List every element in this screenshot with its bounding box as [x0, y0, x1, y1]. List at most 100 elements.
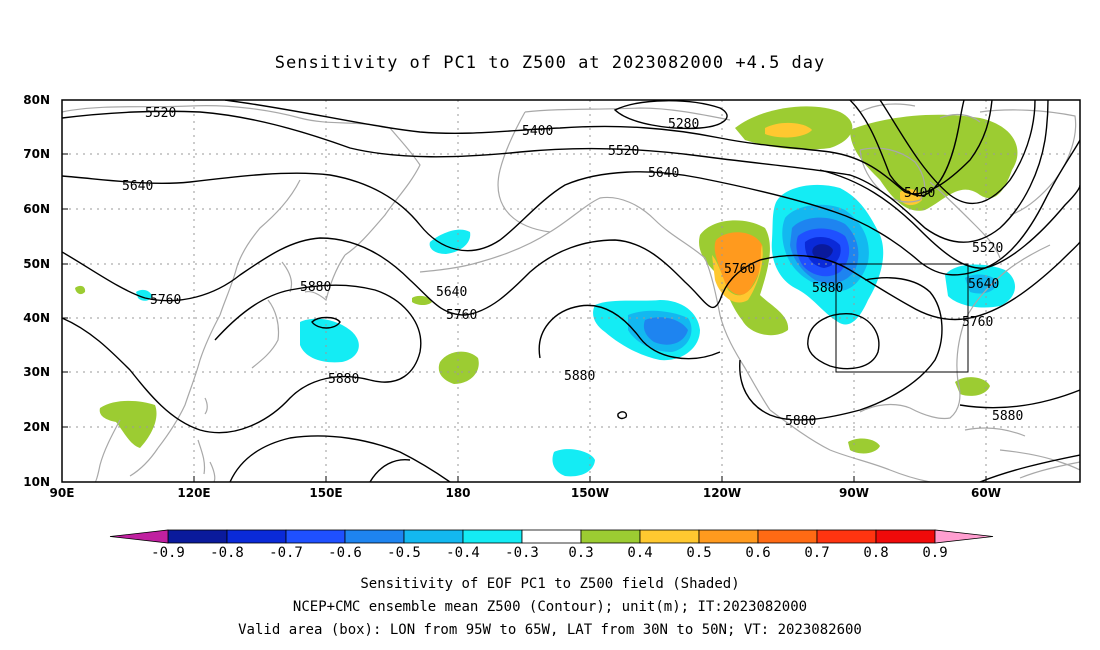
contour-label: 5400: [522, 124, 553, 139]
lon-label: 180: [445, 486, 470, 500]
lat-label: 40N: [23, 311, 50, 325]
contour-5880-pacific-south: [369, 458, 411, 482]
colorbar-segment: [639, 529, 700, 544]
colorbar-label: 0.9: [922, 545, 947, 561]
colorbar-label: -0.9: [151, 545, 185, 561]
colorbar-under-triangle: [109, 529, 169, 544]
colorbar-segment: [698, 529, 759, 544]
contour-label: 5880: [992, 409, 1023, 424]
map-area: [62, 100, 1080, 482]
contour-5880-far-east: [959, 389, 1080, 409]
contour-label: 5640: [648, 166, 679, 181]
contour-5880-west: [62, 284, 422, 434]
contour-label: 5280: [668, 117, 699, 132]
coast-south-america: [1019, 461, 1080, 479]
coast-okhotsk: [219, 179, 301, 316]
map-frame: [61, 99, 1081, 483]
z500-contours: [62, 100, 1080, 482]
coast-se-asia: [94, 419, 159, 482]
lon-label: 60W: [971, 486, 1001, 500]
contour-5400-north: [224, 100, 993, 195]
shade-negative-nw-pacific: [300, 318, 359, 363]
shade-positive-s-china: [99, 400, 157, 448]
contour-small-loop: [617, 411, 628, 420]
colorbar-label: -0.7: [269, 545, 303, 561]
coast-gulf: [859, 381, 961, 420]
colorbar-segment: [285, 529, 346, 544]
coast-greenland: [979, 109, 1077, 216]
lon-label: 150W: [571, 486, 609, 500]
colorbar-labels: -0.9 -0.8 -0.7 -0.6 -0.5 -0.4 -0.3 0.3 0…: [151, 545, 948, 561]
colorbar-segment: [757, 529, 818, 544]
shade-negative-ne-pacific-core: [643, 317, 688, 345]
caption-line-1: Sensitivity of EOF PC1 to Z500 field (Sh…: [360, 576, 739, 592]
contour-label: 5880: [300, 280, 331, 295]
shade-positive-alaska-core: [765, 122, 812, 138]
longitude-labels: 90E 120E 150E 180 150W 120W 90W 60W: [50, 486, 1001, 500]
colorbar-segment: [167, 529, 228, 544]
coast-arctic-islands: [859, 103, 981, 123]
contour-label: 5760: [446, 308, 477, 323]
contour-label: 5760: [962, 315, 993, 330]
shade-negative-northeast-inner: [965, 274, 998, 294]
shade-positive-west-us-orange: [714, 232, 763, 295]
coast-hudson-bay: [859, 147, 926, 203]
shade-negative-bering: [429, 229, 471, 254]
contour-5520-north: [62, 100, 1049, 243]
colorbar-label: -0.8: [210, 545, 244, 561]
coast-east-na: [956, 244, 1051, 383]
lat-label: 70N: [23, 147, 50, 161]
coast-philippines: [197, 439, 216, 482]
lat-label: 50N: [23, 257, 50, 271]
shade-positive-dateline: [412, 295, 432, 305]
contour-5880-circle-small: [311, 316, 341, 329]
contour-label: 5880: [328, 372, 359, 387]
contour-label: 5640: [436, 285, 467, 300]
contour-label: 5400: [904, 186, 935, 201]
contour-5880-south: [229, 435, 451, 482]
shade-positive-midpacific: [438, 351, 479, 384]
colorbar-segment: [521, 529, 582, 544]
lat-label: 80N: [23, 93, 50, 107]
latitude-labels: 80N 70N 60N 50N 40N 30N 20N 10N: [23, 93, 50, 489]
contour-label: 5640: [968, 277, 999, 292]
contour-5520-east: [879, 100, 1036, 205]
lat-label: 30N: [23, 365, 50, 379]
coast-aleutians: [419, 231, 551, 273]
shade-positive-w-siberia: [75, 285, 86, 295]
shade-positive-hudson: [850, 114, 1018, 211]
axis-ticks: [62, 99, 987, 482]
contour-label: 5640: [122, 179, 153, 194]
coast-west-na: [704, 257, 771, 411]
lon-label: 150E: [309, 486, 342, 500]
colorbar-label: 0.8: [863, 545, 888, 561]
contour-label: 5760: [724, 262, 755, 277]
coast-siberia-pacific: [344, 127, 421, 256]
contour-5880-caribbean: [979, 454, 1080, 482]
shade-negative-central-pacific: [552, 449, 595, 477]
contour-5760: [62, 237, 1080, 321]
contour-5400-east: [849, 100, 965, 197]
contour-5880-east: [739, 277, 943, 421]
colorbar-segment: [462, 529, 523, 544]
shade-positive-mexico: [848, 438, 880, 454]
lat-label: 20N: [23, 420, 50, 434]
colorbar-label: 0.4: [627, 545, 652, 561]
colorbar-over-triangle: [934, 529, 994, 544]
contour-label: 5520: [608, 144, 639, 159]
colorbar-label: 0.6: [745, 545, 770, 561]
contour-5880-inner: [807, 313, 880, 370]
coast-caribbean: [964, 427, 1080, 471]
colorbar-label: -0.5: [387, 545, 421, 561]
contour-label: 5520: [145, 106, 176, 121]
colorbar-label: -0.3: [505, 545, 539, 561]
contour-5760-east: [819, 169, 1080, 269]
shade-negative-central-na-darkest: [812, 244, 833, 260]
coast-alaska-north: [524, 107, 731, 121]
colorbar-label: 0.3: [568, 545, 593, 561]
contour-label: 5760: [150, 293, 181, 308]
caption-line-3: Valid area (box): LON from 95W to 65W, L…: [238, 622, 862, 638]
lat-label: 10N: [23, 475, 50, 489]
colorbar-segment: [580, 529, 641, 544]
